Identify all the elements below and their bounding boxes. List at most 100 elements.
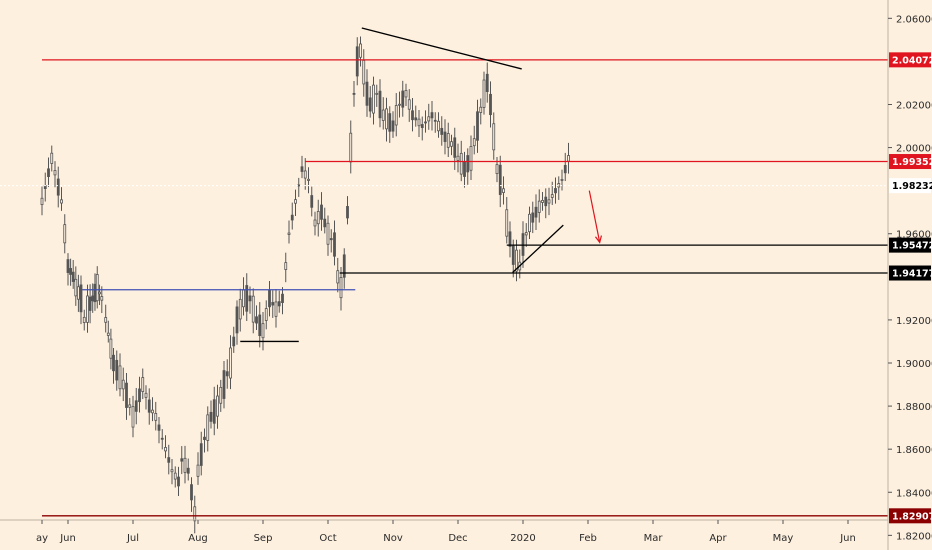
- candle: [219, 379, 223, 412]
- candle: [86, 284, 89, 333]
- x-tick-label: Jun: [839, 533, 856, 544]
- candle-body: [71, 271, 75, 282]
- candle: [336, 257, 340, 293]
- candle: [104, 304, 108, 333]
- candle-body: [180, 458, 184, 462]
- candle-body: [100, 296, 104, 301]
- candle: [294, 189, 297, 217]
- candle: [206, 406, 210, 452]
- candle-body: [128, 404, 132, 408]
- candle: [440, 116, 444, 146]
- candle-body: [355, 46, 359, 77]
- candle: [547, 187, 551, 216]
- candle: [531, 201, 535, 234]
- candle: [258, 302, 262, 348]
- candle-body: [492, 123, 496, 151]
- candle-body: [60, 199, 63, 204]
- candle-body: [437, 120, 440, 132]
- candle-body: [50, 152, 54, 164]
- candle: [378, 79, 382, 128]
- trend-lines: [361, 27, 603, 273]
- candle-body: [528, 213, 531, 233]
- candle-body: [482, 79, 486, 108]
- y-tick-label: 1.92000: [896, 316, 932, 327]
- candle-body: [362, 60, 366, 85]
- candle-body: [77, 286, 80, 300]
- candle-body: [131, 406, 135, 428]
- x-axis[interactable]: ay Jun Jul Aug Sep Oct Nov Dec 2020 Feb Mar Apr May J…: [0, 519, 888, 544]
- candle: [417, 109, 421, 138]
- price-label-box: [889, 237, 931, 253]
- candle: [40, 186, 44, 216]
- candle-body: [193, 506, 197, 522]
- candle: [216, 384, 219, 429]
- y-tick-label: 1.96000: [896, 230, 932, 241]
- candle: [106, 320, 110, 343]
- candle-body: [63, 224, 67, 244]
- candle-body: [106, 332, 110, 336]
- candle: [453, 127, 457, 170]
- candle-body: [368, 97, 372, 112]
- candle-body: [385, 108, 388, 130]
- y-axis[interactable]: 2.06000 2.02000 2.00000 1.96000 1.92000 1.900…: [887, 0, 932, 550]
- x-tick-label: Jul: [126, 533, 139, 544]
- candle: [203, 428, 206, 453]
- candle-body: [453, 137, 457, 158]
- candle-body: [537, 200, 541, 213]
- candle-body: [469, 146, 473, 171]
- candle-body: [489, 93, 492, 116]
- candle-body: [93, 283, 97, 303]
- candle: [173, 466, 177, 488]
- x-tick-label: Nov: [383, 533, 403, 544]
- price-label-text: 1.99352: [892, 157, 932, 168]
- candle: [47, 157, 50, 187]
- candle: [287, 220, 291, 244]
- candle-body: [290, 214, 294, 221]
- price-label-box: [889, 265, 931, 281]
- candle-body: [238, 298, 242, 320]
- candle-body: [112, 354, 115, 372]
- candle-body: [414, 117, 418, 121]
- candle-body: [307, 178, 310, 181]
- candle-body: [88, 296, 92, 311]
- candle-body: [121, 379, 125, 390]
- candle-body: [313, 219, 317, 227]
- candle-body: [138, 388, 141, 403]
- price-label: 1.95472: [889, 237, 932, 253]
- candle: [524, 223, 528, 247]
- candle-body: [563, 165, 567, 174]
- price-label: 1.98232: [889, 178, 932, 194]
- candle-body: [232, 336, 236, 347]
- candle: [183, 445, 187, 484]
- candle-body: [245, 285, 249, 312]
- candle: [274, 289, 278, 328]
- candle-body: [297, 184, 301, 187]
- arrow-head: [594, 235, 603, 244]
- candle-body: [66, 259, 70, 273]
- candle-body: [401, 90, 405, 108]
- candle-body: [352, 92, 356, 95]
- candle: [128, 397, 132, 416]
- candle: [147, 388, 151, 425]
- candle-body: [459, 152, 463, 175]
- candle-body: [287, 232, 291, 235]
- candle-body: [74, 278, 78, 297]
- candle: [125, 373, 128, 420]
- candle-body: [515, 249, 518, 272]
- candle-body: [398, 103, 401, 106]
- candle-body: [310, 195, 314, 208]
- candle-body: [268, 289, 271, 308]
- candle: [430, 101, 434, 131]
- x-tick-label: 2020: [510, 533, 535, 544]
- candle: [372, 76, 375, 125]
- candle-body: [450, 141, 453, 147]
- x-tick-label: Aug: [188, 533, 208, 544]
- candle-body: [157, 424, 161, 431]
- price-label-box: [889, 178, 931, 194]
- candle: [98, 284, 101, 306]
- candle: [261, 311, 265, 351]
- candle-body: [264, 308, 268, 321]
